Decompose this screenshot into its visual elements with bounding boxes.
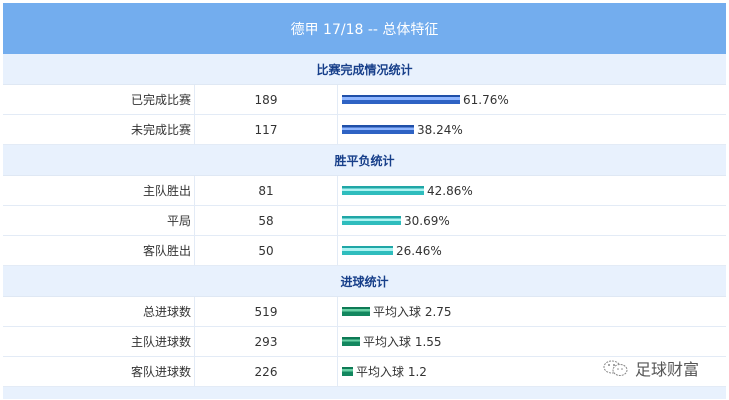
bar-value: 平均入球 1.2 bbox=[356, 365, 427, 379]
row-bar-cell: 平均入球 1.2 bbox=[338, 357, 726, 386]
bar-value: 30.69% bbox=[404, 213, 450, 228]
bar-graphic bbox=[342, 186, 424, 195]
bar-graphic bbox=[342, 95, 460, 104]
section-heading-goals: 进球统计 bbox=[3, 266, 726, 297]
row-label: 主队进球数 bbox=[3, 327, 195, 356]
row-label: 主队胜出 bbox=[3, 176, 195, 205]
row-count: 50 bbox=[195, 236, 338, 265]
bar-graphic bbox=[342, 216, 401, 225]
row-bar-cell: 平均入球 2.75 bbox=[338, 297, 726, 326]
bar-value: 61.76% bbox=[463, 92, 509, 107]
row-label: 总进球数 bbox=[3, 297, 195, 326]
row-label: 未完成比赛 bbox=[3, 115, 195, 144]
row-count: 519 bbox=[195, 297, 338, 326]
section-heading-completion: 比赛完成情况统计 bbox=[3, 54, 726, 85]
bar-graphic bbox=[342, 307, 370, 316]
watermark: 足球财富 bbox=[603, 356, 699, 380]
row-count: 226 bbox=[195, 357, 338, 386]
table-row: 平局 58 30.69% bbox=[3, 206, 726, 236]
row-bar-cell: 38.24% bbox=[338, 115, 726, 144]
section-heading-text: 比赛完成情况统计 bbox=[316, 62, 413, 77]
bar-graphic bbox=[342, 246, 393, 255]
row-bar-cell: 42.86% bbox=[338, 176, 726, 205]
bar-value: 38.24% bbox=[417, 122, 463, 137]
table-row: 未完成比赛 117 38.24% bbox=[3, 115, 726, 145]
table-title: 德甲 17/18 -- 总体特征 bbox=[3, 3, 726, 54]
row-count: 117 bbox=[195, 115, 338, 144]
table-row: 客队胜出 50 26.46% bbox=[3, 236, 726, 266]
section-heading-text: 进球统计 bbox=[340, 274, 389, 289]
bar-value: 平均入球 1.55 bbox=[363, 335, 442, 349]
row-label: 客队进球数 bbox=[3, 357, 195, 386]
bar-graphic bbox=[342, 337, 360, 346]
row-count: 293 bbox=[195, 327, 338, 356]
stats-table: 德甲 17/18 -- 总体特征 比赛完成情况统计 已完成比赛 189 61.7… bbox=[3, 3, 726, 399]
row-bar-cell: 平均入球 1.55 bbox=[338, 327, 726, 356]
table-row: 主队胜出 81 42.86% bbox=[3, 176, 726, 206]
bar-value: 42.86% bbox=[427, 183, 473, 198]
bar-graphic bbox=[342, 125, 414, 134]
bar-graphic bbox=[342, 367, 353, 376]
row-label: 客队胜出 bbox=[3, 236, 195, 265]
bar-value: 平均入球 2.75 bbox=[373, 305, 452, 319]
wechat-icon bbox=[603, 359, 629, 377]
row-label: 已完成比赛 bbox=[3, 85, 195, 114]
section-heading-text: 胜平负统计 bbox=[334, 153, 395, 168]
title-text: 德甲 17/18 -- 总体特征 bbox=[290, 21, 439, 38]
table-footer-band bbox=[3, 387, 726, 399]
table-row: 已完成比赛 189 61.76% bbox=[3, 85, 726, 115]
table-row: 总进球数 519 平均入球 2.75 bbox=[3, 297, 726, 327]
row-bar-cell: 30.69% bbox=[338, 206, 726, 235]
table-row: 客队进球数 226 平均入球 1.2 bbox=[3, 357, 726, 387]
table-row: 主队进球数 293 平均入球 1.55 bbox=[3, 327, 726, 357]
row-count: 189 bbox=[195, 85, 338, 114]
bar-value: 26.46% bbox=[396, 243, 442, 258]
row-label: 平局 bbox=[3, 206, 195, 235]
section-heading-results: 胜平负统计 bbox=[3, 145, 726, 176]
row-bar-cell: 61.76% bbox=[338, 85, 726, 114]
row-count: 58 bbox=[195, 206, 338, 235]
row-bar-cell: 26.46% bbox=[338, 236, 726, 265]
watermark-text: 足球财富 bbox=[635, 360, 700, 379]
row-count: 81 bbox=[195, 176, 338, 205]
